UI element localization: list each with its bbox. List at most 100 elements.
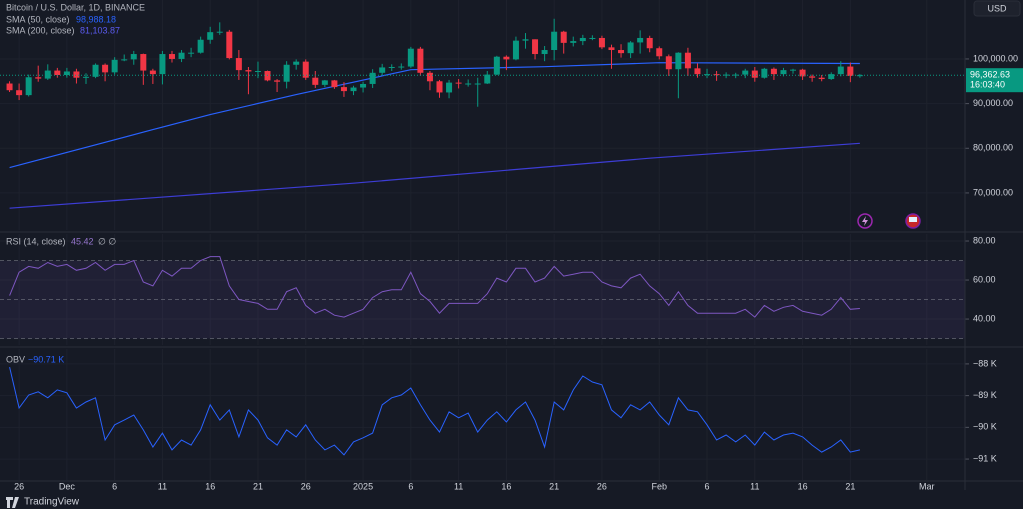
pane-value: 45.42 (71, 236, 94, 246)
x-tick-label: Dec (59, 481, 76, 491)
logo (6, 497, 19, 508)
y-tick-label: −91 K (973, 453, 997, 463)
x-tick-label: 26 (597, 481, 607, 491)
candle-body (331, 80, 338, 88)
candle-body (790, 69, 797, 71)
pane-value: −90.71 K (28, 354, 64, 364)
x-tick-label: 21 (253, 481, 263, 491)
candle-body (388, 66, 395, 68)
candle-body (847, 66, 854, 76)
pane-extra: ∅ ∅ (98, 236, 116, 246)
event-icon-glyph (862, 216, 868, 226)
chart-title: Bitcoin / U.S. Dollar, 1D, BINANCE (6, 2, 145, 12)
candle-body (818, 77, 825, 80)
candle-body (254, 71, 261, 73)
candle-body (446, 82, 453, 93)
pane-title: RSI (14, close) (6, 236, 66, 246)
candle-body (704, 74, 711, 76)
candle-body (159, 54, 166, 75)
currency-button[interactable] (973, 0, 1021, 17)
candle-body (675, 52, 682, 70)
indicator-line (9, 256, 860, 318)
labels: Bitcoin / U.S. Dollar, 1D, BINANCE SMA (… (6, 0, 1023, 508)
y-tick-label: −89 K (973, 390, 997, 400)
candle-body (608, 47, 615, 51)
y-tick-label: −90 K (973, 422, 997, 432)
legend-value: 81,103.87 (80, 25, 120, 35)
y-tick-label: 90,000.00 (973, 98, 1013, 108)
candle-body (207, 32, 214, 40)
candle-body (780, 70, 787, 75)
candle-body (340, 87, 347, 92)
candle-body (474, 83, 481, 85)
candle-body (54, 70, 61, 76)
candle-body (837, 66, 844, 75)
x-tick-label: Feb (651, 481, 667, 491)
candle-body (92, 64, 99, 77)
countdown: 16:03:40 (970, 80, 1005, 90)
sma-line (9, 142, 860, 209)
candle-body (140, 54, 147, 71)
y-tick-label: 80,000.00 (973, 143, 1013, 153)
candle-body (245, 70, 252, 72)
x-tick-label: 6 (705, 481, 710, 491)
flag-icon-glyph (909, 217, 917, 222)
currency[interactable]: USD (987, 3, 1007, 13)
candle-body (178, 52, 185, 59)
candle-body (742, 70, 749, 75)
candle-body (44, 70, 51, 79)
candle-body (646, 37, 653, 49)
candle-body (522, 39, 529, 41)
candle-body (417, 48, 424, 73)
candle-body (560, 31, 567, 43)
indicator-line (9, 366, 861, 456)
sma-line (9, 62, 860, 169)
x-tick-label: 26 (301, 481, 311, 491)
candle-body (656, 48, 663, 57)
candle-body (283, 64, 290, 82)
y-tick-label: 70,000.00 (973, 187, 1013, 197)
candle-body (379, 67, 386, 73)
candle-body (25, 77, 32, 96)
candle-body (407, 48, 414, 67)
candle-body (293, 61, 300, 65)
y-tick-label: 80.00 (973, 235, 996, 245)
candle-body (168, 54, 175, 59)
candle-body (63, 71, 70, 76)
x-tick-label: 6 (112, 481, 117, 491)
x-tick-label: 6 (408, 481, 413, 491)
candle-body (197, 39, 204, 53)
footer-brand: TradingView (24, 497, 80, 508)
x-tick-label: 16 (798, 481, 808, 491)
last-price-tag (966, 68, 1023, 93)
candle-body (6, 83, 13, 91)
candle-body (264, 71, 271, 81)
candle-body (82, 76, 89, 78)
candle-body (637, 37, 644, 43)
legend-value: 98,988.18 (76, 14, 116, 24)
candle-body (312, 77, 319, 85)
x-tick-label: 21 (845, 481, 855, 491)
candle-body (627, 42, 634, 54)
candle-body (235, 58, 242, 71)
candle-body (360, 83, 367, 88)
event-icon[interactable] (857, 213, 873, 229)
candle-body (216, 31, 223, 33)
candle-body (551, 31, 558, 51)
candle-body (321, 80, 328, 85)
y-tick-label: −88 K (973, 358, 997, 368)
candle-body (302, 61, 309, 78)
candle-body (436, 81, 443, 93)
candle-body (589, 37, 596, 39)
last-price-label: 96,362.63 (970, 70, 1010, 80)
candle-body (121, 59, 128, 61)
candle-body (684, 52, 691, 69)
candle-body (532, 39, 539, 55)
x-tick-label: 26 (14, 481, 24, 491)
candle-body (598, 37, 605, 48)
candle-body (493, 56, 500, 75)
candle-body (828, 74, 835, 80)
candle-body (73, 71, 80, 78)
candle-body (618, 50, 625, 54)
